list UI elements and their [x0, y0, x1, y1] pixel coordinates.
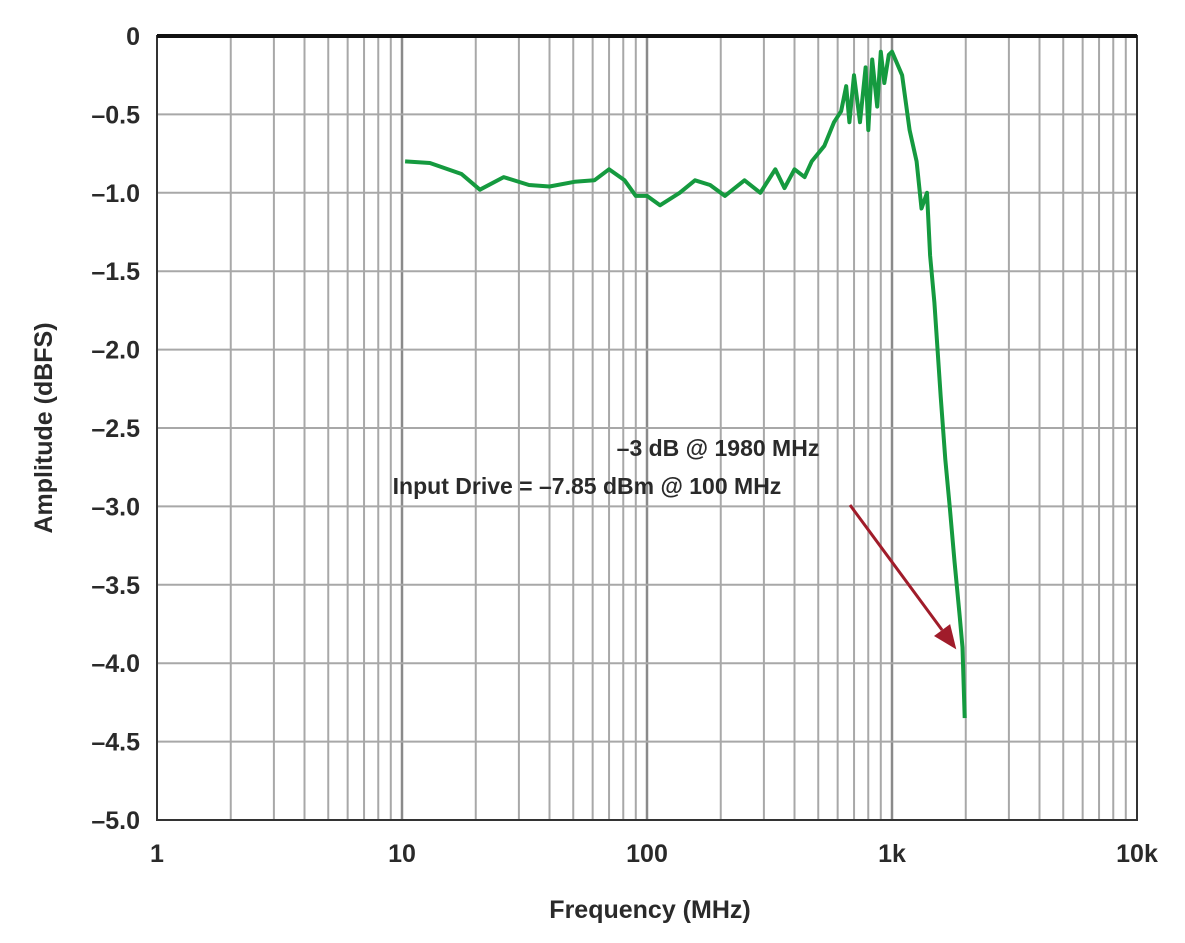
y-tick-label: –2.5 — [91, 415, 140, 443]
x-tick-label: 1 — [150, 840, 164, 868]
x-tick-label: 10 — [388, 840, 416, 868]
y-tick-label: –3.0 — [91, 493, 140, 521]
grid — [157, 35, 1137, 821]
x-tick-label: 1k — [878, 840, 906, 868]
y-tick-label: –2.0 — [91, 337, 140, 365]
y-tick-label: –4.5 — [91, 729, 140, 757]
y-tick-label: –0.5 — [91, 101, 140, 129]
annotation-arrow — [848, 504, 944, 631]
y-tick-label: –4.0 — [91, 650, 140, 678]
annotation-arrowhead — [934, 624, 957, 650]
y-tick-label: –1.5 — [91, 258, 140, 286]
y-tick-label: –3.5 — [91, 572, 140, 600]
series-line — [404, 49, 967, 719]
y-tick-label: 0 — [126, 23, 140, 51]
annotation-line-1: –3 dB @ 1980 MHz — [617, 435, 820, 461]
x-tick-label: 100 — [626, 840, 668, 868]
x-tick-label: 10k — [1116, 840, 1158, 868]
y-axis-label: Amplitude (dBFS) — [30, 322, 58, 533]
y-tick-label: –1.0 — [91, 180, 140, 208]
x-axis-label: Frequency (MHz) — [549, 896, 750, 924]
annotation-line-2: Input Drive = –7.85 dBm @ 100 MHz — [393, 473, 782, 499]
y-tick-label: –5.0 — [91, 807, 140, 835]
